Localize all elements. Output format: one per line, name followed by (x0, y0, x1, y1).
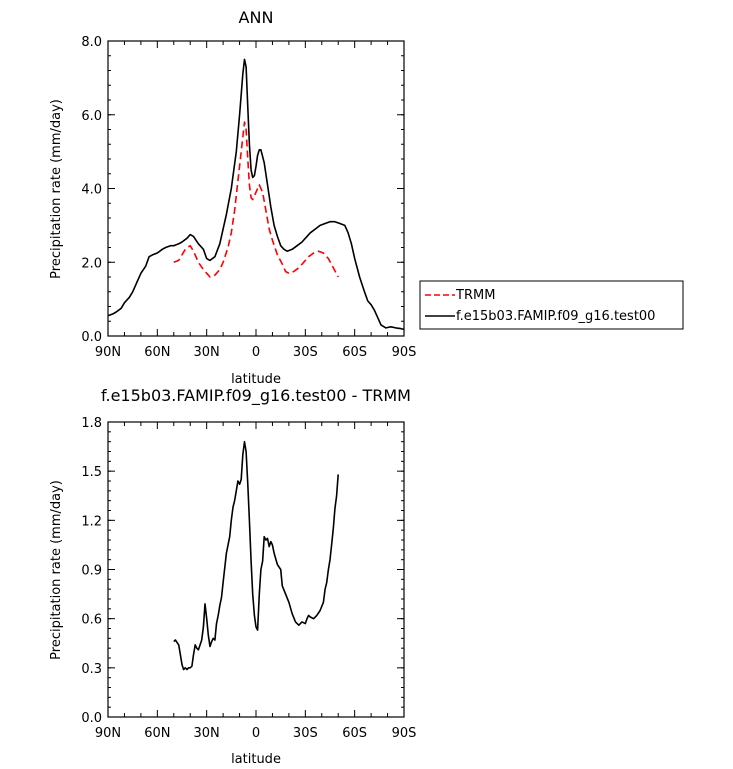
bottom-chart-panel: f.e15b03.FAMIP.f09_g16.test00 - TRMM 90N… (49, 386, 416, 767)
bottom-y-tick-label: 0.3 (81, 662, 102, 677)
top-plot-frame (107, 40, 405, 337)
top-x-ticks: 90N 60N 30N 0 30S 60S 90S (95, 41, 417, 360)
top-x-axis-label: latitude (231, 372, 281, 387)
bottom-x-tick-label: 90N (95, 726, 121, 741)
top-y-tick-label: 0.0 (81, 330, 102, 345)
top-x-tick-label: 60N (144, 345, 170, 360)
bottom-x-ticks: 90N 60N 30N 0 30S 60S 90S (95, 422, 417, 741)
top-y-tick-label: 8.0 (81, 35, 102, 50)
top-x-tick-label: 90S (392, 345, 417, 360)
top-series-line-1 (107, 58, 405, 331)
top-y-axis-label: Precipitation rate (mm/day) (49, 99, 64, 279)
bottom-x-tick-label: 60S (342, 726, 367, 741)
bottom-x-tick-label: 60N (144, 726, 170, 741)
bottom-x-tick-label: 30N (194, 726, 220, 741)
top-x-tick-label: 0 (252, 345, 260, 360)
bottom-x-tick-label: 90S (392, 726, 417, 741)
top-y-ticks: 0.0 2.0 4.0 6.0 8.0 (81, 35, 404, 345)
top-chart-panel: ANN 90N 60N 30N 0 30S 60S 90S 0.02.04.06.08.0 … (49, 8, 416, 387)
bottom-y-ticks: 0.0 0.3 0.6 0.9 1.2 1.5 1.8 (81, 416, 404, 726)
legend-label-model: f.e15b03.FAMIP.f09_g16.test00 (456, 309, 655, 324)
top-y-tick-label: 6.0 (81, 109, 102, 124)
bottom-y-tick-label: 0.9 (81, 564, 102, 579)
top-y-tick-label: 4.0 (81, 183, 102, 198)
bottom-y-tick-label: 1.2 (81, 514, 102, 529)
legend-box (419, 280, 684, 330)
top-x-tick-label: 60S (342, 345, 367, 360)
legend: TRMM f.e15b03.FAMIP.f09_g16.test00 (419, 280, 684, 330)
bottom-y-tick-label: 1.8 (81, 416, 102, 431)
bottom-y-tick-label: 1.5 (81, 465, 102, 480)
bottom-x-tick-label: 0 (252, 726, 260, 741)
bottom-series-line-0 (173, 440, 339, 671)
top-y-tick-label: 2.0 (81, 256, 102, 271)
top-x-tick-label: 30S (293, 345, 318, 360)
legend-label-trmm: TRMM (455, 288, 495, 303)
bottom-y-axis-label: Precipitation rate (mm/day) (49, 480, 64, 660)
top-x-tick-label: 90N (95, 345, 121, 360)
bottom-x-tick-label: 30S (293, 726, 318, 741)
bottom-y-tick-label: 0.6 (81, 613, 102, 628)
bottom-y-tick-label: 0.0 (81, 711, 102, 726)
bottom-series-group (173, 440, 339, 671)
top-series-line-0 (173, 121, 339, 278)
bottom-plot-frame (107, 421, 405, 718)
top-x-tick-label: 30N (194, 345, 220, 360)
top-series-group (107, 58, 405, 331)
top-chart-title: ANN (239, 8, 274, 27)
bottom-x-axis-label: latitude (231, 752, 281, 767)
bottom-chart-title: f.e15b03.FAMIP.f09_g16.test00 - TRMM (101, 386, 411, 406)
